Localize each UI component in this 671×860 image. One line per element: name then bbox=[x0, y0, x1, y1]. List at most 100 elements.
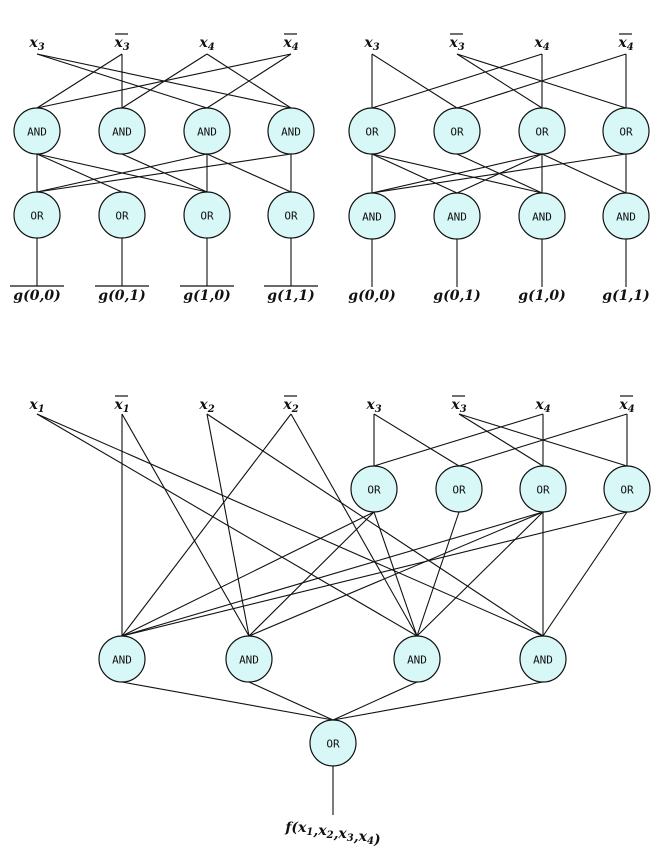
left-mid-wire-7 bbox=[36, 153, 292, 193]
bottom-mid-wire-1 bbox=[248, 511, 375, 637]
bottom-and-gate-1-label: AND bbox=[239, 654, 259, 667]
bottom-and-input-wire-4 bbox=[206, 413, 250, 637]
left-and-gate-3-circle bbox=[267, 107, 315, 155]
left-input-wire-3 bbox=[36, 53, 123, 109]
bottom-mid-wire-4 bbox=[121, 511, 544, 637]
right-or-gate-3-circle bbox=[602, 107, 650, 155]
bottom-and-input-wire-3 bbox=[121, 413, 250, 637]
bottom-or-gate-0-label: OR bbox=[367, 484, 381, 497]
bottom-or-gate-3: OR bbox=[603, 465, 651, 513]
right-input-wire-7 bbox=[456, 53, 627, 109]
left-output-label-0: g(0,0) bbox=[13, 288, 60, 304]
left-and-gate-2: AND bbox=[183, 107, 231, 155]
bottom-mid-wire-0 bbox=[121, 511, 375, 637]
bottom-and-gate-2-label: AND bbox=[407, 654, 427, 667]
right-and-gate-3-circle bbox=[602, 192, 650, 240]
left-and-gate-1: AND bbox=[98, 107, 146, 155]
bottom-or-input-wire-2 bbox=[458, 413, 544, 467]
bottom-or-input-wire-7 bbox=[458, 413, 628, 467]
left-output-label-3: g(1,1) bbox=[267, 288, 314, 304]
left-and-gate-0-label: AND bbox=[27, 126, 47, 139]
bottom-or-gate-1: OR bbox=[435, 465, 483, 513]
bottom-and-gate-1: AND bbox=[225, 635, 273, 683]
final-or-gate-label: OR bbox=[326, 738, 340, 751]
bottom-and-input-wire-0 bbox=[36, 413, 418, 637]
right-and-gate-3-label: AND bbox=[616, 211, 636, 224]
bottom-input-label-3: x2 bbox=[282, 397, 298, 415]
right-and-gate-0-circle bbox=[348, 192, 396, 240]
right-mid-wire-8 bbox=[371, 153, 627, 194]
left-or-gate-0-label: OR bbox=[30, 210, 44, 223]
left-input-label-0: x3 bbox=[28, 35, 44, 53]
right-and-gate-1: AND bbox=[433, 192, 481, 240]
right-or-gate-3-label: OR bbox=[619, 126, 633, 139]
bottom-and-gate-2-circle bbox=[393, 635, 441, 683]
right-input-label-0: x3 bbox=[363, 35, 379, 53]
final-or-gate: OR bbox=[309, 719, 357, 767]
left-input-label-3: x4 bbox=[282, 35, 298, 53]
output-function-label: f(x1,x2,x3,x4) bbox=[284, 820, 380, 848]
final-or-gate-circle bbox=[309, 719, 357, 767]
bottom-input-label-0: x1 bbox=[28, 397, 44, 415]
right-input-wire-1 bbox=[371, 53, 458, 109]
left-input-wire-6 bbox=[206, 53, 292, 109]
left-or-gate-3-label: OR bbox=[284, 210, 298, 223]
right-mid-wire-7 bbox=[541, 153, 627, 194]
bottom-and-input-wire-6 bbox=[121, 413, 292, 637]
right-input-label-1: x3 bbox=[448, 35, 464, 53]
bottom-and-gate-3-circle bbox=[519, 635, 567, 683]
bottom-and-gate-1-circle bbox=[225, 635, 273, 683]
bottom-final-wire-2 bbox=[332, 681, 418, 721]
gates: AND AND AND AND OR OR OR OR OR OR OR OR AND AND AND AND… bbox=[13, 107, 651, 767]
right-output-label-3: g(1,1) bbox=[602, 288, 649, 304]
left-or-gate-1-circle bbox=[98, 191, 146, 239]
left-and-gate-1-circle bbox=[98, 107, 146, 155]
left-or-gate-2-circle bbox=[183, 191, 231, 239]
bottom-input-label-2: x2 bbox=[198, 397, 214, 415]
right-output-label-1: g(0,1) bbox=[433, 288, 480, 304]
bottom-final-wire-3 bbox=[332, 681, 544, 721]
left-and-gate-1-label: AND bbox=[112, 126, 132, 139]
bottom-or-gate-1-label: OR bbox=[452, 484, 466, 497]
bottom-input-label-7: x4 bbox=[618, 397, 634, 415]
bottom-and-gate-3-label: AND bbox=[533, 654, 553, 667]
left-or-gate-2: OR bbox=[183, 191, 231, 239]
left-or-gate-2-label: OR bbox=[200, 210, 214, 223]
right-or-gate-1-label: OR bbox=[450, 126, 464, 139]
bottom-input-label-5: x3 bbox=[450, 397, 466, 415]
bottom-final-wire-0 bbox=[121, 681, 334, 721]
right-and-gate-2: AND bbox=[518, 192, 566, 240]
wires bbox=[36, 53, 628, 815]
right-or-gate-0: OR bbox=[348, 107, 396, 155]
left-and-gate-3-label: AND bbox=[281, 126, 301, 139]
bottom-input-label-6: x4 bbox=[534, 397, 550, 415]
bottom-or-input-wire-5 bbox=[373, 413, 544, 467]
right-and-gate-1-circle bbox=[433, 192, 481, 240]
right-or-gate-2-label: OR bbox=[535, 126, 549, 139]
bottom-input-label-1: x1 bbox=[113, 397, 129, 415]
right-and-gate-1-label: AND bbox=[447, 211, 467, 224]
left-input-label-2: x4 bbox=[198, 35, 214, 53]
left-output-label-2: g(1,0) bbox=[183, 288, 230, 304]
right-output-label-2: g(1,0) bbox=[518, 288, 565, 304]
right-or-gate-1-circle bbox=[433, 107, 481, 155]
bottom-mid-wire-8 bbox=[121, 511, 628, 637]
right-output-label-0: g(0,0) bbox=[348, 288, 395, 304]
right-and-gate-0-label: AND bbox=[362, 211, 382, 224]
right-input-wire-2 bbox=[456, 53, 543, 109]
right-and-gate-2-circle bbox=[518, 192, 566, 240]
left-mid-wire-4 bbox=[36, 153, 208, 193]
left-or-gate-1: OR bbox=[98, 191, 146, 239]
right-or-gate-0-circle bbox=[348, 107, 396, 155]
right-and-gate-2-label: AND bbox=[532, 211, 552, 224]
bottom-mid-wire-5 bbox=[248, 511, 544, 637]
left-input-label-1: x3 bbox=[113, 35, 129, 53]
bottom-or-gate-2-label: OR bbox=[536, 484, 550, 497]
left-or-gate-1-label: OR bbox=[115, 210, 129, 223]
right-or-gate-1: OR bbox=[433, 107, 481, 155]
left-input-wire-7 bbox=[36, 53, 292, 109]
bottom-input-label-4: x3 bbox=[365, 397, 381, 415]
left-and-gate-2-label: AND bbox=[197, 126, 217, 139]
bottom-or-gate-1-circle bbox=[435, 465, 483, 513]
